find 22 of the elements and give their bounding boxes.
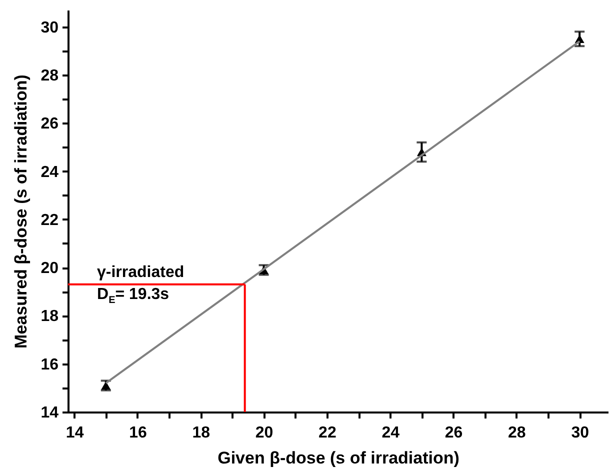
x-tick-label: 28 xyxy=(508,424,526,442)
y-tick-label: 28 xyxy=(40,67,59,84)
y-tick-label: 24 xyxy=(40,164,59,181)
y-tick-label: 20 xyxy=(40,260,59,278)
y-tick-label: 22 xyxy=(40,212,59,229)
x-tick-label: 26 xyxy=(444,424,463,442)
y-tick-label: 14 xyxy=(40,404,59,422)
y-axis-title: Measured β-dose (s of irradiation) xyxy=(12,74,31,348)
y-tick-label: 16 xyxy=(40,356,59,374)
y-tick-label: 30 xyxy=(40,19,59,36)
x-tick-label: 16 xyxy=(129,424,147,442)
x-tick-label: 24 xyxy=(382,424,400,442)
annotation: γ-irradiated xyxy=(97,263,184,283)
x-tick-label: 22 xyxy=(318,424,336,442)
x-tick-label: 14 xyxy=(66,424,84,442)
y-tick-label: 26 xyxy=(40,116,59,133)
x-tick-label: 18 xyxy=(192,424,210,442)
annotation: D$_{E}$= 19.3s xyxy=(97,285,170,308)
x-tick-label: 30 xyxy=(571,424,590,442)
y-tick-label: 18 xyxy=(40,308,59,326)
x-axis-title: Given β-dose (s of irradiation) xyxy=(218,448,460,468)
x-tick-label: 20 xyxy=(255,424,274,442)
